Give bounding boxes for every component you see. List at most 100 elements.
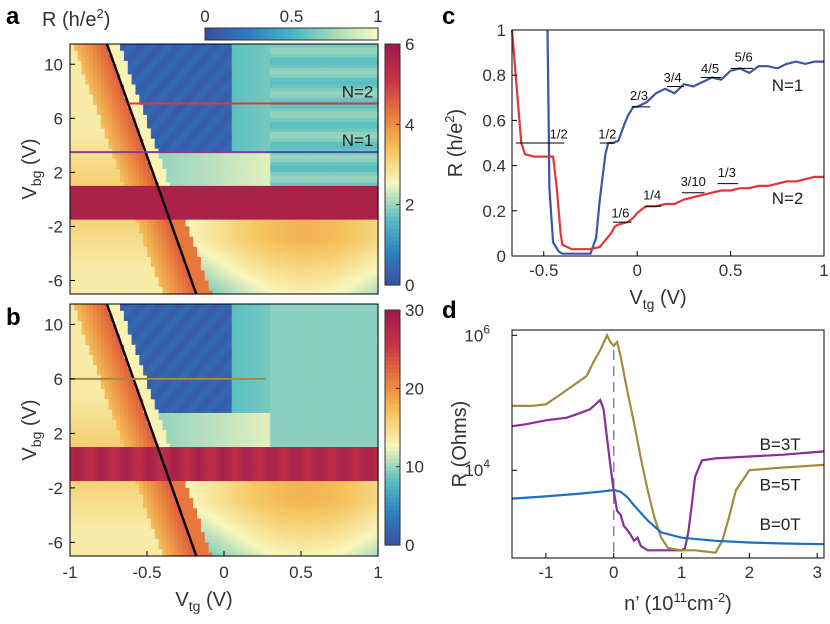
- heatmap-cell: [77, 138, 83, 143]
- heatmap-cell: [354, 121, 360, 126]
- heatmap-cell: [177, 98, 183, 103]
- heatmap-cell: [135, 54, 140, 59]
- heatmap-cell: [231, 84, 237, 89]
- heatmap-cell: [170, 94, 175, 99]
- heatmap-cell: [216, 125, 221, 130]
- heatmap-cell: [301, 98, 306, 103]
- heatmap-cell: [231, 138, 237, 143]
- heatmap-cell: [277, 131, 283, 136]
- heatmap-cell: [123, 131, 129, 136]
- heatmap-cell: [347, 77, 352, 82]
- heatmap-cell: [93, 54, 98, 59]
- heatmap-cell: [127, 47, 133, 52]
- heatmap-cell: [335, 71, 341, 76]
- heatmap-cell: [239, 138, 244, 143]
- heatmap-cell: [262, 44, 267, 48]
- heatmap-cell: [212, 108, 217, 113]
- heatmap-cell: [374, 128, 379, 133]
- heatmap-cell: [96, 148, 102, 153]
- heatmap-cell: [274, 138, 279, 143]
- heatmap-cell: [235, 145, 240, 150]
- heatmap-cell: [270, 64, 275, 69]
- heatmap-cell: [358, 118, 364, 123]
- heatmap-cell: [327, 54, 333, 59]
- heatmap-cell: [189, 98, 194, 103]
- heatmap-cell: [70, 128, 75, 133]
- heatmap-cell: [270, 74, 275, 79]
- heatmap-cell: [331, 131, 337, 136]
- heatmap-cell: [250, 111, 256, 116]
- heatmap-cell: [85, 138, 90, 143]
- heatmap-cell: [308, 138, 314, 143]
- heatmap-cell: [143, 131, 148, 136]
- heatmap-cell: [73, 64, 79, 69]
- heatmap-cell: [197, 74, 202, 79]
- heatmap-cell: [150, 141, 156, 146]
- heatmap-cell: [181, 138, 187, 143]
- heatmap-cell: [274, 47, 279, 52]
- heatmap-cell: [304, 128, 310, 133]
- heatmap-cell: [312, 98, 317, 103]
- heatmap-cell: [301, 57, 306, 62]
- heatmap-cell: [351, 44, 356, 48]
- heatmap-cell: [135, 114, 140, 119]
- heatmap-cell: [339, 141, 344, 146]
- heatmap-cell: [189, 67, 194, 72]
- heatmap-cell: [258, 84, 264, 89]
- heatmap-cell: [200, 108, 206, 113]
- heatmap-cell: [123, 135, 129, 140]
- heatmap-cell: [150, 98, 156, 103]
- heatmap-cell: [143, 128, 148, 133]
- heatmap-cell: [335, 104, 341, 109]
- heatmap-cell: [120, 135, 125, 140]
- heatmap-cell: [316, 118, 321, 123]
- heatmap-cell: [335, 50, 341, 55]
- heatmap-cell: [370, 94, 375, 99]
- heatmap-cell: [204, 121, 210, 126]
- heatmap-cell: [204, 111, 210, 116]
- heatmap-cell: [374, 138, 379, 143]
- heatmap-cell: [227, 121, 233, 126]
- heatmap-cell: [189, 64, 194, 69]
- heatmap-cell: [212, 50, 217, 55]
- heatmap-cell: [374, 125, 379, 130]
- heatmap-cell: [243, 111, 248, 116]
- heatmap-cell: [181, 67, 187, 72]
- heatmap-cell: [200, 125, 206, 130]
- heatmap-cell: [204, 141, 210, 146]
- heatmap-cell: [208, 118, 214, 123]
- heatmap-cell: [224, 91, 229, 96]
- heatmap-cell: [277, 44, 283, 48]
- heatmap-cell: [197, 91, 202, 96]
- heatmap-cell: [289, 138, 294, 143]
- heatmap-cell: [231, 87, 237, 92]
- heatmap-cell: [177, 135, 183, 140]
- heatmap-cell: [324, 44, 329, 48]
- heatmap-cell: [274, 128, 279, 133]
- heatmap-cell: [220, 87, 225, 92]
- heatmap-cell: [293, 67, 298, 72]
- heatmap-cell: [231, 104, 237, 109]
- heatmap-cell: [150, 74, 156, 79]
- heatmap-cell: [335, 121, 341, 126]
- heatmap-cell: [316, 104, 321, 109]
- heatmap-cell: [212, 125, 217, 130]
- heatmap-cell: [208, 44, 214, 48]
- colorbar-segment: [323, 28, 327, 40]
- heatmap-cell: [108, 91, 113, 96]
- heatmap-cell: [316, 121, 321, 126]
- heatmap-cell: [320, 84, 325, 89]
- heatmap-cell: [189, 135, 194, 140]
- heatmap-cell: [254, 81, 260, 86]
- heatmap-cell: [254, 104, 260, 109]
- heatmap-cell: [358, 125, 364, 130]
- heatmap-cell: [185, 50, 190, 55]
- heatmap-cell: [70, 111, 75, 116]
- heatmap-cell: [316, 141, 321, 146]
- heatmap-cell: [331, 77, 337, 82]
- heatmap-cell: [158, 54, 163, 59]
- heatmap-cell: [347, 111, 352, 116]
- heatmap-cell: [235, 74, 240, 79]
- heatmap-cell: [81, 138, 86, 143]
- heatmap-cell: [266, 57, 271, 62]
